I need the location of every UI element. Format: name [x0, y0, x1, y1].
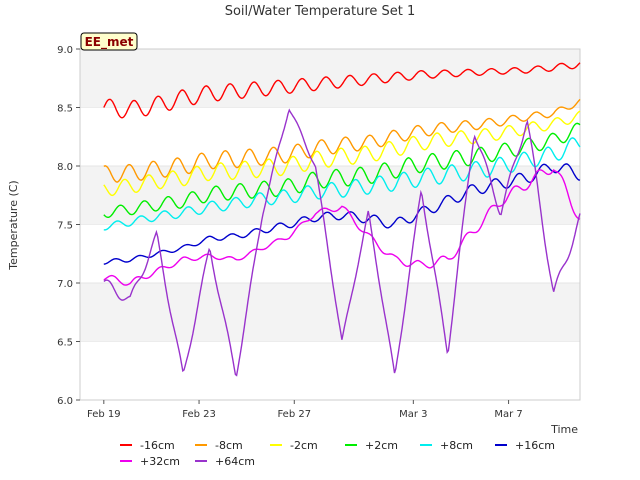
- legend-item: +2cm: [345, 439, 398, 452]
- annotation-box: EE_met: [80, 32, 138, 51]
- legend-label: -2cm: [290, 439, 318, 452]
- x-tick-label: Feb 27: [277, 409, 311, 420]
- y-tick-label: 7.5: [57, 221, 73, 232]
- legend-label: -16cm: [140, 439, 175, 452]
- series-line--2cm: [103, 110, 581, 197]
- series-line--16cm: [103, 62, 581, 119]
- legend-label: +2cm: [365, 439, 398, 452]
- grid-band: [80, 49, 580, 108]
- legend: -16cm -8cm -2cm +2cm +8cm +16cm +32cm +64cm: [120, 439, 555, 468]
- y-tick-label: 8.0: [57, 162, 73, 173]
- y-tick-label: 6.5: [57, 338, 73, 349]
- legend-label: +16cm: [515, 439, 555, 452]
- legend-label: -8cm: [215, 439, 243, 452]
- y-tick-label: 9.0: [57, 45, 73, 56]
- y-axis-label: Temperature (C): [7, 180, 20, 270]
- x-tick-label: Mar 3: [399, 409, 427, 420]
- series-line--8cm: [103, 98, 581, 183]
- series-line-+64cm: [103, 108, 581, 377]
- legend-item: +16cm: [495, 439, 555, 452]
- x-tick-label: Mar 7: [494, 409, 522, 420]
- legend-item: -16cm: [120, 439, 175, 452]
- annotation-label: EE_met: [85, 35, 134, 50]
- x-axis: Feb 19 Feb 23 Feb 27 Mar 3 Mar 7: [87, 400, 523, 420]
- series-line-+16cm: [103, 163, 581, 265]
- legend-label: +32cm: [140, 455, 180, 468]
- legend-item: +64cm: [195, 455, 255, 468]
- legend-label: +8cm: [440, 439, 473, 452]
- grid-bands: [80, 48, 580, 342]
- y-tick-label: 6.0: [57, 396, 73, 407]
- series-line-+2cm: [103, 122, 581, 218]
- x-tick-label: Feb 19: [87, 409, 121, 420]
- legend-label: +64cm: [215, 455, 255, 468]
- x-tick-label: Feb 23: [182, 409, 216, 420]
- legend-item: +32cm: [120, 455, 180, 468]
- legend-item: -2cm: [270, 439, 318, 452]
- series-line-+8cm: [103, 137, 581, 231]
- x-axis-label: Time: [550, 423, 578, 436]
- chart-title: Soil/Water Temperature Set 1: [225, 4, 416, 19]
- legend-item: -8cm: [195, 439, 243, 452]
- y-axis: 6.0 6.5 7.0 7.5 8.0 8.5 9.0: [57, 45, 80, 407]
- legend-item: +8cm: [420, 439, 473, 452]
- y-tick-label: 8.5: [57, 104, 73, 115]
- grid-band: [80, 283, 580, 342]
- series-line-+32cm: [103, 169, 581, 286]
- series-lines: [103, 62, 581, 377]
- y-tick-label: 7.0: [57, 279, 73, 290]
